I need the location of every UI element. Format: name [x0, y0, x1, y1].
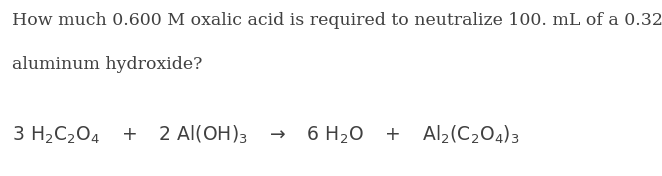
Text: aluminum hydroxide?: aluminum hydroxide?	[12, 56, 203, 73]
Text: $3\ \mathrm{H_2C_2O_4}\quad+\quad 2\ \mathrm{Al(OH)_3}\quad\rightarrow\quad 6\ \: $3\ \mathrm{H_2C_2O_4}\quad+\quad 2\ \ma…	[12, 123, 520, 146]
Text: How much 0.600 M oxalic acid is required to neutralize 100. mL of a 0.325 M solu: How much 0.600 M oxalic acid is required…	[12, 12, 662, 29]
